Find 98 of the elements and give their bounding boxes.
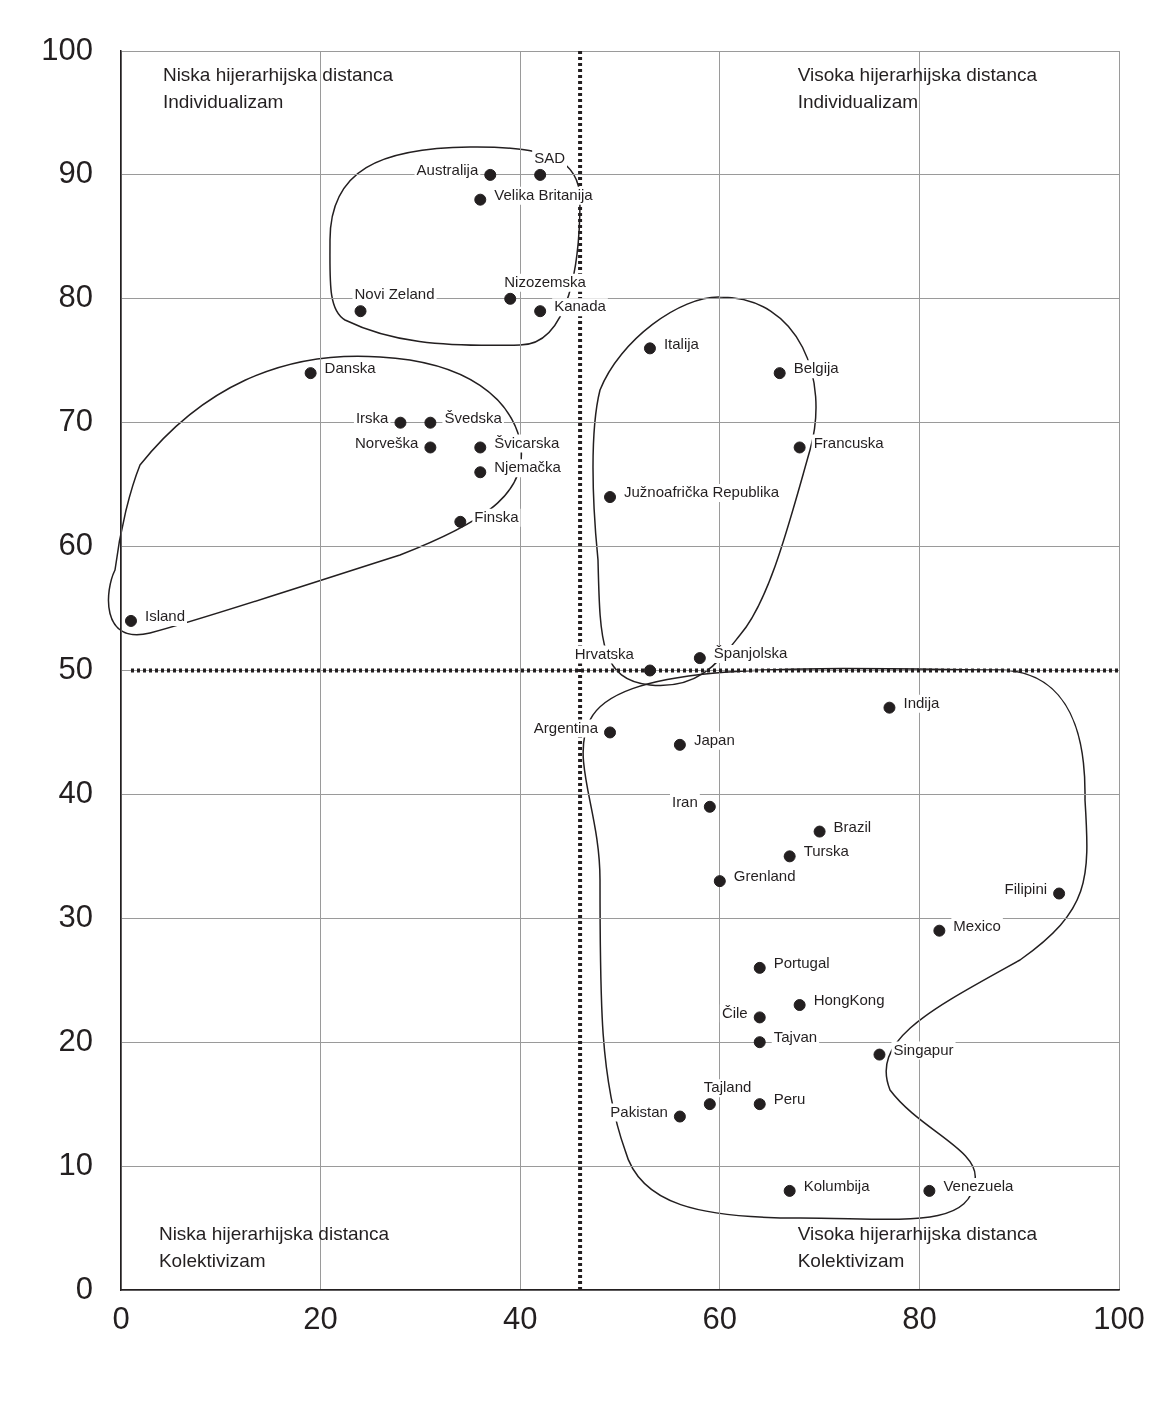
point: [773, 367, 786, 380]
point: [454, 515, 467, 528]
x-tick-label: 100: [1093, 1301, 1145, 1337]
series-label: Velika Britanija: [494, 185, 594, 203]
point: [124, 614, 137, 627]
y-tick-label: 70: [58, 403, 93, 439]
series-label: HongKong: [813, 991, 885, 1009]
series-label: Australija: [416, 161, 479, 179]
y-tick-label: 10: [58, 1146, 93, 1182]
annotation: Visoka hijerarhijska distanca Kolektivizam: [797, 1223, 1038, 1272]
point: [703, 800, 716, 813]
series-label: Singapur: [893, 1040, 954, 1058]
series-label: Španjolska: [713, 644, 788, 662]
series-label: Švicarska: [494, 433, 560, 451]
point: [534, 168, 547, 181]
point: [474, 193, 487, 206]
series-label: Italija: [663, 334, 700, 352]
series-label: Tajland: [703, 1078, 752, 1096]
point: [474, 466, 487, 479]
series-label: Brazil: [833, 817, 872, 835]
point: [1053, 887, 1066, 900]
annotation: Visoka hijerarhijska distanca Individualizam: [797, 63, 1038, 112]
series-label: Kanada: [554, 297, 607, 315]
series-label: Irska: [355, 408, 390, 426]
point: [394, 416, 407, 429]
point: [304, 367, 317, 380]
point: [753, 1011, 766, 1024]
series-label: Danska: [324, 359, 377, 377]
point: [753, 1098, 766, 1111]
series-label: Norveška: [355, 433, 420, 451]
x-tick-label: 40: [502, 1301, 538, 1337]
annotation: Niska hijerarhijska distanca Individualizam: [162, 63, 394, 112]
point: [873, 1048, 886, 1061]
series-label: Grenland: [733, 867, 796, 885]
y-tick-label: 90: [58, 155, 93, 191]
series-label: Njemačka: [494, 458, 562, 476]
point: [673, 738, 686, 751]
y-tick-label: 0: [75, 1270, 93, 1306]
series-label: Hrvatska: [574, 644, 635, 662]
y-tick-label: 60: [58, 527, 93, 563]
point: [703, 1098, 716, 1111]
point: [604, 726, 617, 739]
point: [753, 1036, 766, 1049]
series-label: Nizozemska: [504, 272, 587, 290]
point: [534, 305, 547, 318]
y-tick-label: 20: [58, 1022, 93, 1058]
x-tick-label: 0: [112, 1301, 130, 1337]
point: [604, 491, 617, 504]
series-label: Indija: [903, 693, 940, 711]
point: [693, 652, 706, 665]
annotation: Niska hijerarhijska distanca Kolektivizam: [158, 1223, 390, 1272]
point: [354, 305, 367, 318]
y-tick-label: 50: [58, 651, 93, 687]
point: [474, 441, 487, 454]
series-label: Peru: [773, 1090, 806, 1108]
point: [783, 850, 796, 863]
point: [504, 292, 517, 305]
y-tick-label: 80: [58, 279, 93, 315]
series-label: Island: [144, 607, 186, 625]
series-label: Japan: [693, 730, 735, 748]
series-label: Tajvan: [773, 1028, 818, 1046]
series-label: Belgija: [793, 359, 840, 377]
point: [923, 1184, 936, 1197]
point: [424, 441, 437, 454]
point: [424, 416, 437, 429]
series-label: SAD: [534, 149, 566, 167]
series-label: Venezuela: [943, 1177, 1015, 1195]
series-label: Filipini: [1004, 879, 1048, 897]
series-label: Mexico: [953, 916, 1001, 934]
series-label: Argentina: [533, 718, 599, 736]
series-label: Čile: [721, 1003, 748, 1021]
series-label: Turska: [803, 842, 850, 860]
point: [673, 1110, 686, 1123]
series-label: Finska: [474, 507, 520, 525]
series-label: Novi Zeland: [354, 285, 435, 303]
x-tick-label: 20: [303, 1301, 338, 1337]
series-label: Kolumbija: [803, 1177, 871, 1195]
point: [813, 825, 826, 838]
y-tick-label: 100: [41, 31, 93, 67]
series-label: Švedska: [444, 408, 503, 426]
point: [933, 924, 946, 937]
y-tick-label: 30: [58, 898, 93, 934]
x-tick-label: 60: [702, 1301, 738, 1337]
point: [883, 701, 896, 714]
point: [713, 875, 726, 888]
x-tick-label: 80: [902, 1301, 937, 1337]
point: [793, 441, 806, 454]
series-label: Francuska: [813, 433, 885, 451]
series-label: Iran: [671, 792, 698, 810]
point: [643, 342, 656, 355]
point: [783, 1184, 796, 1197]
point: [793, 999, 806, 1012]
point: [753, 961, 766, 974]
series-label: Južnoafrička Republika: [624, 483, 780, 501]
point: [484, 168, 497, 181]
series-label: Pakistan: [610, 1102, 668, 1120]
series-label: Portugal: [773, 954, 830, 971]
y-tick-label: 40: [58, 774, 93, 810]
